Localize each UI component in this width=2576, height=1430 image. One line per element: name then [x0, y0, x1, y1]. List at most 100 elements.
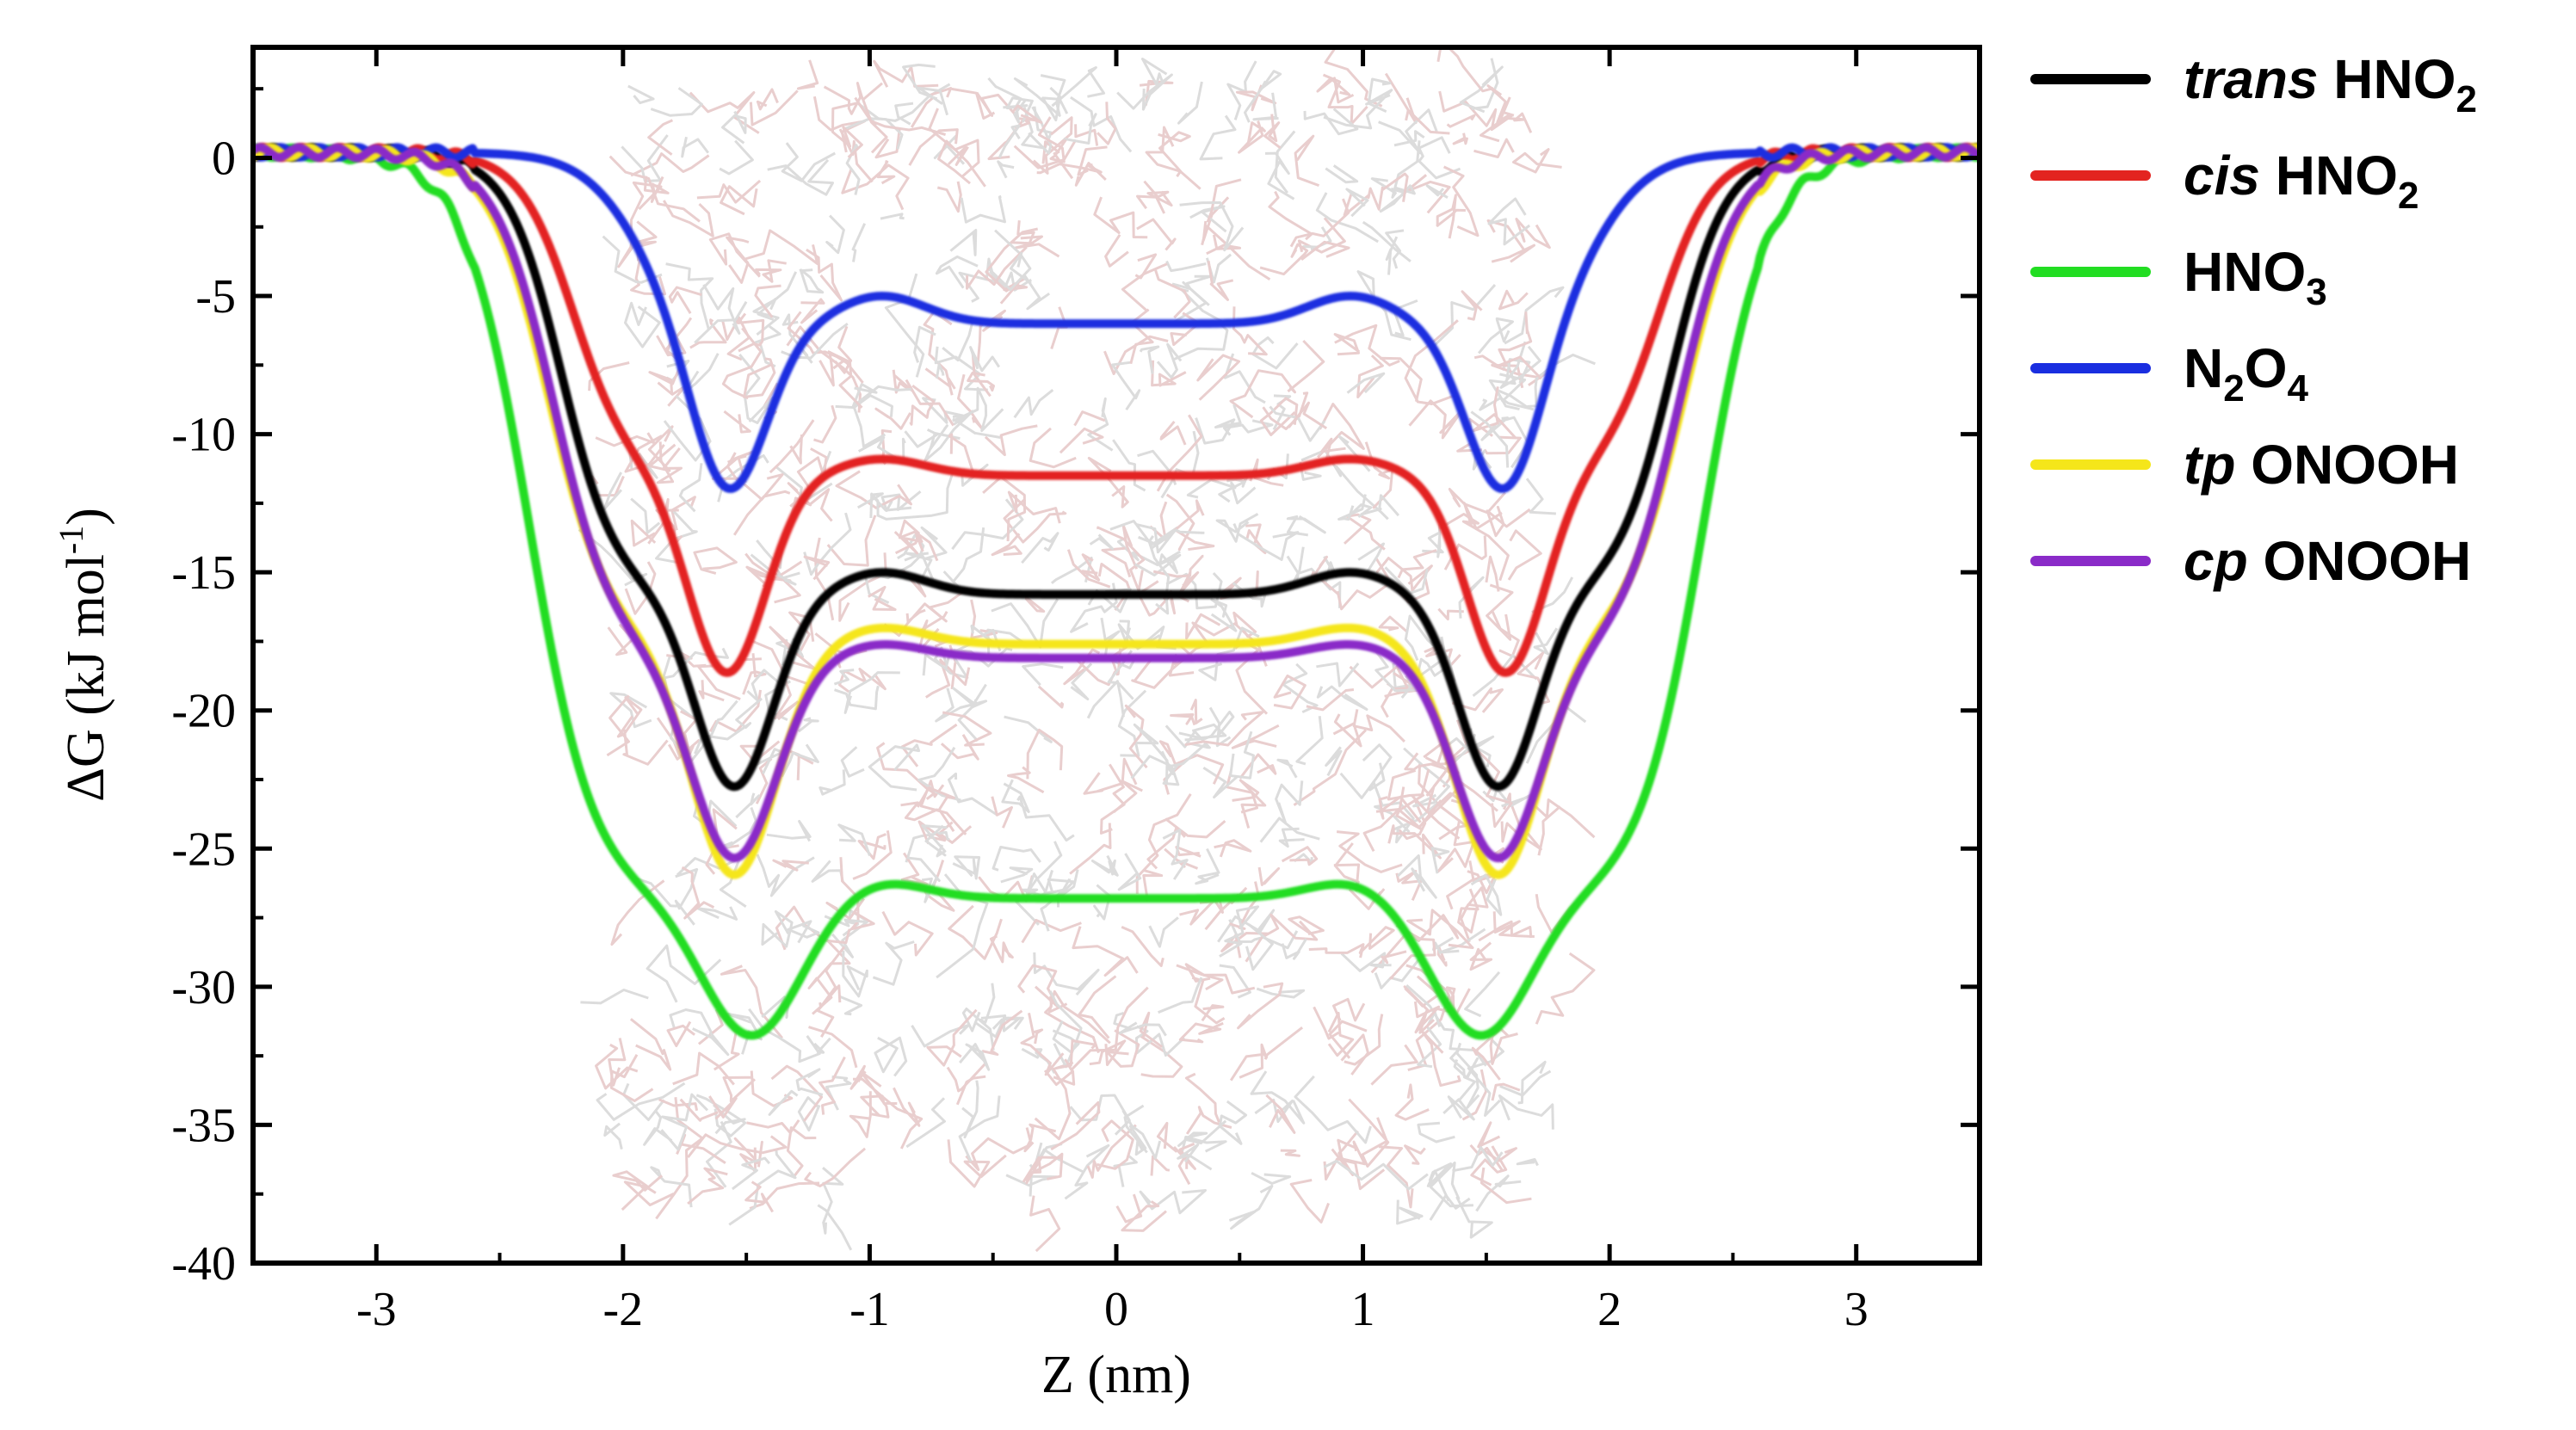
lipid-stroke: [578, 528, 648, 587]
lipid-stroke: [1515, 218, 1551, 250]
lipid-stroke: [1124, 704, 1148, 769]
lipid-stroke: [1405, 108, 1450, 135]
lipid-stroke: [1073, 410, 1106, 427]
lipid-stroke: [841, 163, 910, 211]
lipid-stroke: [819, 1056, 846, 1115]
lipid-stroke: [1043, 1069, 1076, 1087]
lipid-stroke: [1470, 1145, 1508, 1187]
lipid-stroke: [1491, 1082, 1521, 1101]
lipid-stroke: [948, 433, 976, 477]
legend-item: cp ONOOH: [2030, 530, 2471, 592]
lipid-stroke: [1150, 1155, 1171, 1176]
lipid-stroke: [1115, 1193, 1143, 1224]
lipid-stroke: [746, 1119, 800, 1134]
lipid-stroke: [796, 59, 819, 90]
lipid-stroke: [1021, 532, 1059, 564]
y-tick-label: -5: [195, 270, 236, 324]
lipid-stroke: [1086, 1124, 1137, 1179]
lipid-stroke: [1007, 490, 1061, 524]
lipid-stroke: [660, 1093, 709, 1151]
lipid-stroke: [1385, 229, 1405, 269]
legend-label-sub: 2: [2456, 78, 2477, 120]
lipid-stroke: [951, 87, 996, 120]
lipid-stroke: [1252, 92, 1279, 121]
x-tick-label: -2: [603, 1283, 644, 1336]
lipid-stroke: [1152, 554, 1204, 578]
lipid-stroke: [643, 1109, 673, 1146]
lipid-stroke: [1452, 133, 1468, 145]
lipid-stroke: [1164, 848, 1199, 870]
lipid-stroke: [1033, 952, 1100, 996]
lipid-stroke: [668, 286, 702, 314]
lipid-stroke: [1165, 260, 1207, 273]
lipid-stroke: [957, 373, 984, 430]
lipid-stroke: [672, 1051, 735, 1086]
y-tick-label: -35: [171, 1099, 236, 1152]
lipid-stroke: [1069, 823, 1112, 875]
y-tick-label: -25: [171, 823, 236, 876]
lipid-stroke: [1179, 201, 1245, 252]
lipid-stroke: [900, 801, 939, 822]
lipid-stroke: [768, 1089, 799, 1116]
lipid-stroke: [831, 102, 863, 158]
lipid-stroke: [1141, 58, 1168, 86]
lipid-stroke: [1217, 909, 1276, 943]
lipid-stroke: [1498, 289, 1529, 311]
lipid-stroke: [1238, 120, 1266, 154]
lipid-stroke: [1016, 220, 1043, 247]
lipid-stroke: [1232, 306, 1268, 356]
lipid-stroke: [952, 386, 1004, 433]
lipid-stroke: [946, 1063, 986, 1093]
lipid-stroke: [629, 1018, 672, 1071]
lipid-stroke: [876, 160, 896, 185]
lipid-stroke: [1455, 1196, 1493, 1239]
lipid-stroke: [989, 934, 1014, 964]
lipid-stroke: [1418, 136, 1461, 180]
lipid-stroke: [809, 488, 833, 522]
lipid-stroke: [1534, 354, 1596, 407]
lipid-stroke: [1459, 65, 1504, 114]
legend-label-prefix: cp: [2184, 530, 2263, 592]
lipid-stroke: [1265, 1094, 1296, 1134]
lipid-stroke: [655, 510, 698, 564]
lipid-stroke: [1294, 134, 1320, 188]
lipid-stroke: [1081, 553, 1101, 582]
legend-label: trans HNO2: [2184, 48, 2477, 120]
lipid-stroke: [1251, 336, 1299, 370]
lipid-stroke: [1317, 403, 1365, 459]
lipid-stroke: [1364, 441, 1394, 509]
lipid-stroke: [1436, 47, 1494, 93]
lipid-stroke: [1000, 866, 1034, 884]
lipid-stroke: [1437, 607, 1464, 621]
lipid-stroke: [1070, 663, 1093, 700]
lipid-stroke: [1325, 746, 1343, 777]
lipid-stroke: [837, 823, 871, 857]
lipid-stroke: [610, 879, 665, 946]
lipid-stroke: [1116, 73, 1173, 111]
lipid-stroke: [1451, 687, 1504, 713]
lipid-stroke: [1090, 854, 1119, 877]
lipid-stroke: [621, 134, 669, 182]
lipid-stroke: [991, 846, 1041, 872]
lipid-stroke: [803, 512, 852, 576]
lipid-stroke: [1113, 1154, 1138, 1187]
lipid-stroke: [1375, 793, 1425, 831]
lipid-stroke: [1160, 430, 1200, 499]
lipid-stroke: [721, 110, 747, 145]
lipid-stroke: [1210, 598, 1238, 632]
lipid-stroke: [1343, 513, 1386, 551]
lipid-stroke: [1089, 1039, 1127, 1067]
lipid-stroke: [743, 357, 776, 398]
lipid-stroke: [1378, 615, 1409, 633]
lipid-stroke: [1340, 952, 1392, 972]
lipid-stroke: [1396, 1199, 1424, 1225]
lipid-stroke: [807, 938, 851, 1015]
lipid-stroke: [906, 856, 941, 903]
lipid-stroke: [786, 325, 862, 413]
lipid-stroke: [1403, 747, 1450, 808]
lipid-stroke: [728, 1149, 797, 1226]
lipid-stroke: [1429, 1193, 1471, 1221]
lipid-stroke: [799, 268, 825, 294]
lipid-stroke: [1381, 172, 1409, 202]
lipid-stroke: [669, 700, 738, 763]
